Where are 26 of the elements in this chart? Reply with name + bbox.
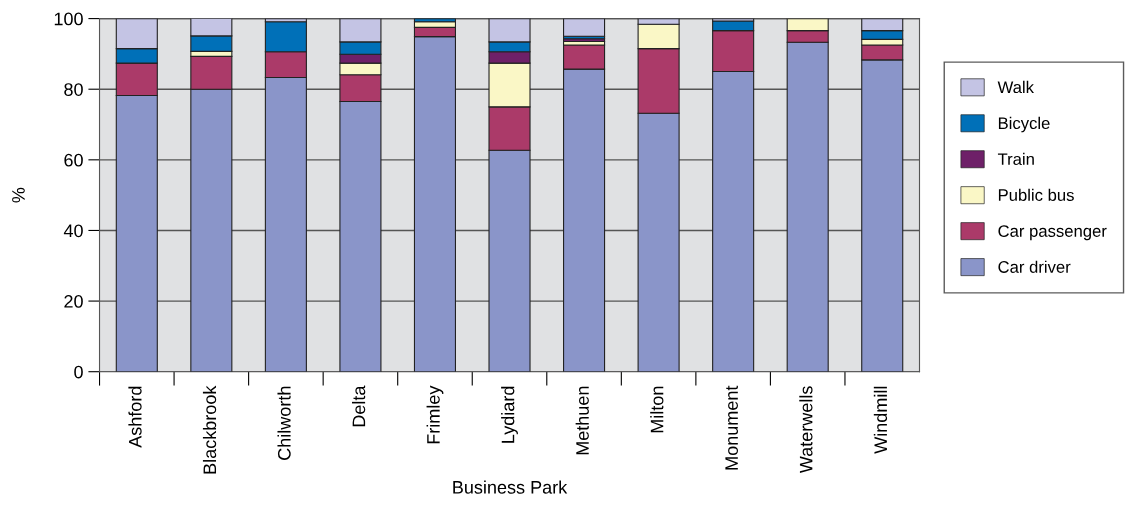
legend-label: Public bus [998,188,1074,201]
x-tick-label: Frimley [426,385,444,444]
bar [563,18,606,37]
x-tick-label: Ashford [128,386,142,448]
legend-label: Car driver [998,260,1071,273]
y-tick-label: 40 [63,224,83,238]
x-tick-label: Windmill [873,386,888,454]
y-tick-label: 80 [64,83,83,96]
x-tick-label: Monument [725,385,738,470]
legend-label: Train [997,152,1034,166]
legend-label: Bicycle [998,116,1050,133]
x-tick-label: Milton [650,386,664,433]
legend-label: Walk [997,80,1034,94]
y-tick-label: 100 [54,12,83,26]
x-axis-title: Business Park [453,480,568,494]
x-tick-label: Delta [352,385,366,427]
x-tick-label: Blackbrook [202,385,217,474]
x-tick-label: Waterwells [799,386,813,474]
y-tick-label: 0 [74,365,83,379]
x-tick-label: Chilworth [277,386,291,460]
x-tick-label: Lydiard [501,386,518,443]
y-axis-title: % [12,187,25,203]
y-tick-label: 20 [64,295,83,308]
legend-label: Car passenger [998,225,1107,241]
x-tick-label: Methuen [575,386,589,455]
y-tick-label: 60 [64,153,83,167]
